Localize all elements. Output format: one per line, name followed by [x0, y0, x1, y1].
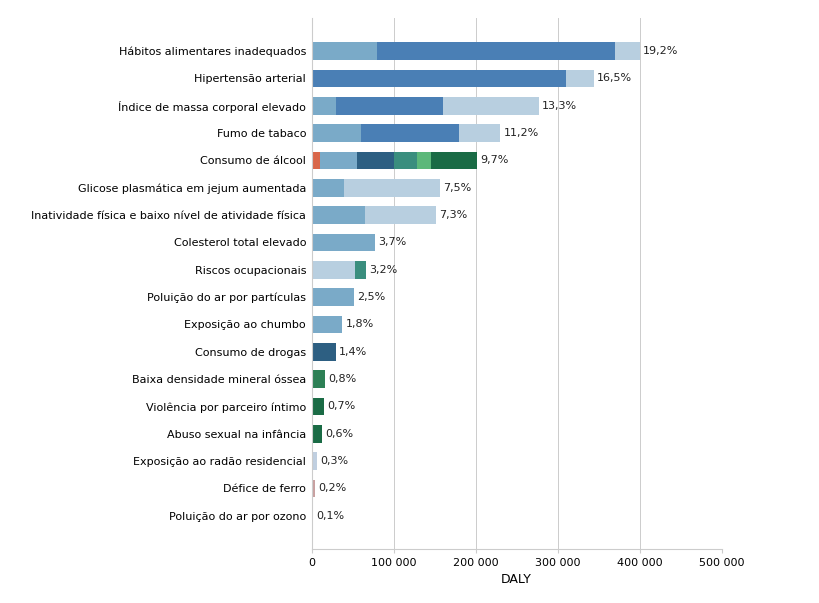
Bar [355, 261, 366, 279]
Text: 7,5%: 7,5% [442, 183, 470, 193]
Text: 0,2%: 0,2% [318, 484, 346, 493]
Bar [431, 151, 477, 169]
Text: 9,7%: 9,7% [480, 156, 509, 165]
Bar [336, 97, 442, 115]
Text: 0,3%: 0,3% [319, 456, 348, 466]
Bar [311, 370, 325, 388]
Bar [614, 42, 639, 60]
Bar [311, 206, 364, 224]
X-axis label: DALY: DALY [500, 573, 532, 586]
Bar [311, 69, 565, 87]
Bar [442, 97, 538, 115]
Bar [311, 124, 360, 142]
Text: 11,2%: 11,2% [503, 128, 538, 138]
Text: 16,5%: 16,5% [596, 74, 631, 83]
Bar [311, 261, 355, 279]
Text: 0,8%: 0,8% [328, 374, 356, 384]
Bar [393, 151, 416, 169]
Bar [311, 479, 314, 497]
Text: 0,7%: 0,7% [327, 402, 355, 411]
Bar [311, 179, 344, 197]
Bar [311, 425, 321, 443]
Bar [565, 69, 593, 87]
Bar [311, 507, 313, 525]
Bar [311, 151, 319, 169]
Bar [360, 124, 459, 142]
Bar [364, 206, 436, 224]
Bar [416, 151, 431, 169]
Bar [459, 124, 500, 142]
Text: 7,3%: 7,3% [439, 210, 467, 220]
Bar [311, 42, 377, 60]
Bar [311, 452, 316, 470]
Text: 0,1%: 0,1% [316, 511, 344, 521]
Bar [311, 288, 354, 306]
Bar [377, 42, 614, 60]
Text: 1,8%: 1,8% [346, 320, 373, 329]
Text: 13,3%: 13,3% [541, 101, 577, 111]
Bar [311, 233, 374, 251]
Bar [344, 179, 439, 197]
Bar [311, 315, 342, 333]
Text: 1,4%: 1,4% [338, 347, 367, 357]
Text: 2,5%: 2,5% [357, 292, 385, 302]
Bar [311, 97, 336, 115]
Bar [356, 151, 393, 169]
Text: 19,2%: 19,2% [642, 46, 677, 56]
Bar [319, 151, 356, 169]
Text: 3,7%: 3,7% [378, 238, 405, 247]
Text: 3,2%: 3,2% [369, 265, 397, 275]
Bar [311, 343, 335, 361]
Text: 0,6%: 0,6% [324, 429, 353, 439]
Bar [311, 397, 324, 415]
